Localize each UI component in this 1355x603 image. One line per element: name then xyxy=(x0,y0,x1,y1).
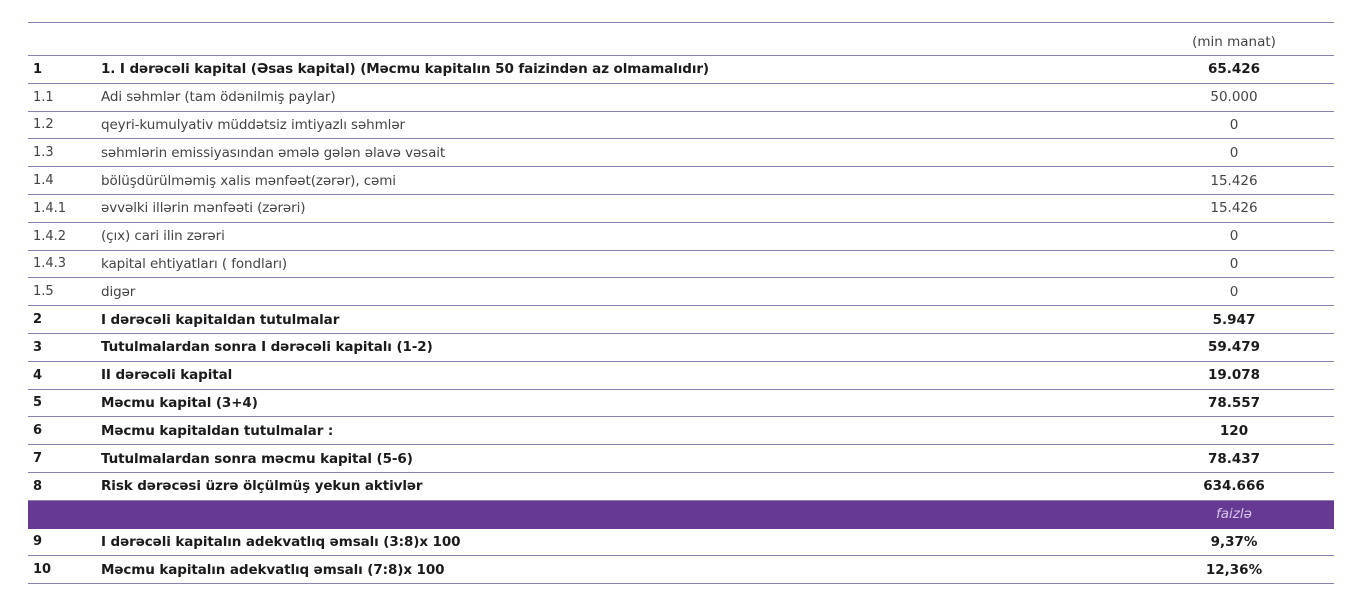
row-label: (çıx) cari ilin zərəri xyxy=(101,228,225,245)
table-row: 3 Tutulmalardan sonra I dərəcəli kapitalı… xyxy=(28,334,1334,362)
row-value: 59.479 xyxy=(1207,339,1261,356)
row-value: 0 xyxy=(1229,116,1239,133)
percent-band-row: faizlə xyxy=(28,500,1334,529)
row-label: 1. I dərəcəli kapital (Əsas kapital) (Mə… xyxy=(101,61,709,78)
table-row: 5 Məcmu kapital (3+4) 78.557 xyxy=(28,390,1334,418)
table-row: 2 I dərəcəli kapitaldan tutulmalar 5.947 xyxy=(28,306,1334,334)
row-value: 50.000 xyxy=(1210,89,1258,106)
table-row: 10 Məcmu kapitalın adekvatlıq əmsalı (7:8… xyxy=(28,556,1334,585)
row-value: 0 xyxy=(1229,255,1239,272)
row-value: 15.426 xyxy=(1210,172,1258,189)
table-row: 1.4.2 (çıx) cari ilin zərəri 0 xyxy=(28,223,1334,251)
row-label: Məcmu kapitalın adekvatlıq əmsalı (7:8)x… xyxy=(101,561,445,578)
table-row: 1.4.1 əvvəlki illərin mənfəəti (zərəri) 15… xyxy=(28,195,1334,223)
table-row: 9 I dərəcəli kapitalın adekvatlıq əmsalı … xyxy=(28,529,1334,557)
capital-adequacy-table: (min manat) 1 1. I dərəcəli kapital (Əsas… xyxy=(28,22,1334,585)
table-row: 1.4 bölüşdürülməmiş xalis mənfəət(zərər),… xyxy=(28,167,1334,195)
header-row: (min manat) xyxy=(28,23,1334,56)
row-number: 9 xyxy=(33,534,43,550)
table-row: 6 Məcmu kapitaldan tutulmalar : 120 xyxy=(28,417,1334,446)
percent-label: faizlə xyxy=(1216,506,1252,523)
row-label: Məcmu kapital (3+4) xyxy=(101,394,258,411)
row-label: Tutulmalardan sonra I dərəcəli kapitalı … xyxy=(101,339,433,356)
table-row: 1 1. I dərəcəli kapital (Əsas kapital) (M… xyxy=(28,56,1334,84)
table-row: 4 II dərəcəli kapital 19.078 xyxy=(28,362,1334,390)
table-row: 1.4.3 kapital ehtiyatları ( fondları) 0 xyxy=(28,251,1334,279)
row-label: Adi səhmlər (tam ödənilmiş paylar) xyxy=(101,89,336,106)
row-number: 1.4.1 xyxy=(33,200,67,216)
row-label: digər xyxy=(101,283,136,300)
row-number: 5 xyxy=(33,395,43,411)
table-row: 1.1 Adi səhmlər (tam ödənilmiş paylar) 50.… xyxy=(28,84,1334,112)
row-number: 1.4 xyxy=(33,173,54,189)
table-row: 1.3 səhmlərin emissiyasından əmələ gələn … xyxy=(28,139,1334,168)
row-label: Risk dərəcəsi üzrə ölçülmüş yekun aktivl… xyxy=(101,478,423,495)
row-label: I dərəcəli kapitalın adekvatlıq əmsalı (… xyxy=(101,533,461,550)
row-number: 8 xyxy=(33,478,43,494)
row-value: 78.557 xyxy=(1207,394,1261,411)
row-number: 1.2 xyxy=(33,117,54,133)
row-value: 120 xyxy=(1219,422,1249,439)
table-row: 1.5 digər 0 xyxy=(28,278,1334,307)
row-value: 65.426 xyxy=(1207,61,1261,78)
row-number: 4 xyxy=(33,367,43,383)
row-number: 2 xyxy=(33,312,43,328)
row-label: bölüşdürülməmiş xalis mənfəət(zərər), cə… xyxy=(101,172,396,189)
row-number: 10 xyxy=(33,562,52,578)
row-number: 1.4.3 xyxy=(33,256,67,272)
row-number: 6 xyxy=(33,423,43,439)
row-value: 15.426 xyxy=(1210,200,1258,217)
row-value: 9,37% xyxy=(1210,533,1258,550)
row-number: 1.5 xyxy=(33,284,54,300)
row-value: 5.947 xyxy=(1212,311,1256,328)
row-number: 7 xyxy=(33,451,43,467)
table-row: 7 Tutulmalardan sonra məcmu kapital (5-6)… xyxy=(28,445,1334,473)
row-number: 3 xyxy=(33,339,43,355)
row-label: II dərəcəli kapital xyxy=(101,367,233,384)
row-label: kapital ehtiyatları ( fondları) xyxy=(101,255,288,272)
row-number: 1.4.2 xyxy=(33,228,67,244)
row-value: 19.078 xyxy=(1207,367,1261,384)
row-number: 1.1 xyxy=(33,89,54,105)
table-row: 8 Risk dərəcəsi üzrə ölçülmüş yekun aktiv… xyxy=(28,473,1334,501)
row-number: 1 xyxy=(33,61,43,77)
row-value: 0 xyxy=(1229,283,1239,300)
row-value: 0 xyxy=(1229,228,1239,245)
row-label: Tutulmalardan sonra məcmu kapital (5-6) xyxy=(101,450,413,467)
row-label: I dərəcəli kapitaldan tutulmalar xyxy=(101,311,340,328)
row-value: 634.666 xyxy=(1203,478,1265,495)
unit-label: (min manat) xyxy=(1192,34,1276,50)
row-label: əvvəlki illərin mənfəəti (zərəri) xyxy=(101,200,306,217)
row-label: səhmlərin emissiyasından əmələ gələn əla… xyxy=(101,144,446,161)
table-row: 1.2 qeyri-kumulyativ müddətsiz imtiyazlı … xyxy=(28,112,1334,140)
row-number: 1.3 xyxy=(33,145,54,161)
row-value: 12,36% xyxy=(1205,561,1263,578)
row-label: Məcmu kapitaldan tutulmalar : xyxy=(101,422,334,439)
row-label: qeyri-kumulyativ müddətsiz imtiyazlı səh… xyxy=(101,116,405,133)
row-value: 78.437 xyxy=(1207,450,1261,467)
row-value: 0 xyxy=(1229,144,1239,161)
